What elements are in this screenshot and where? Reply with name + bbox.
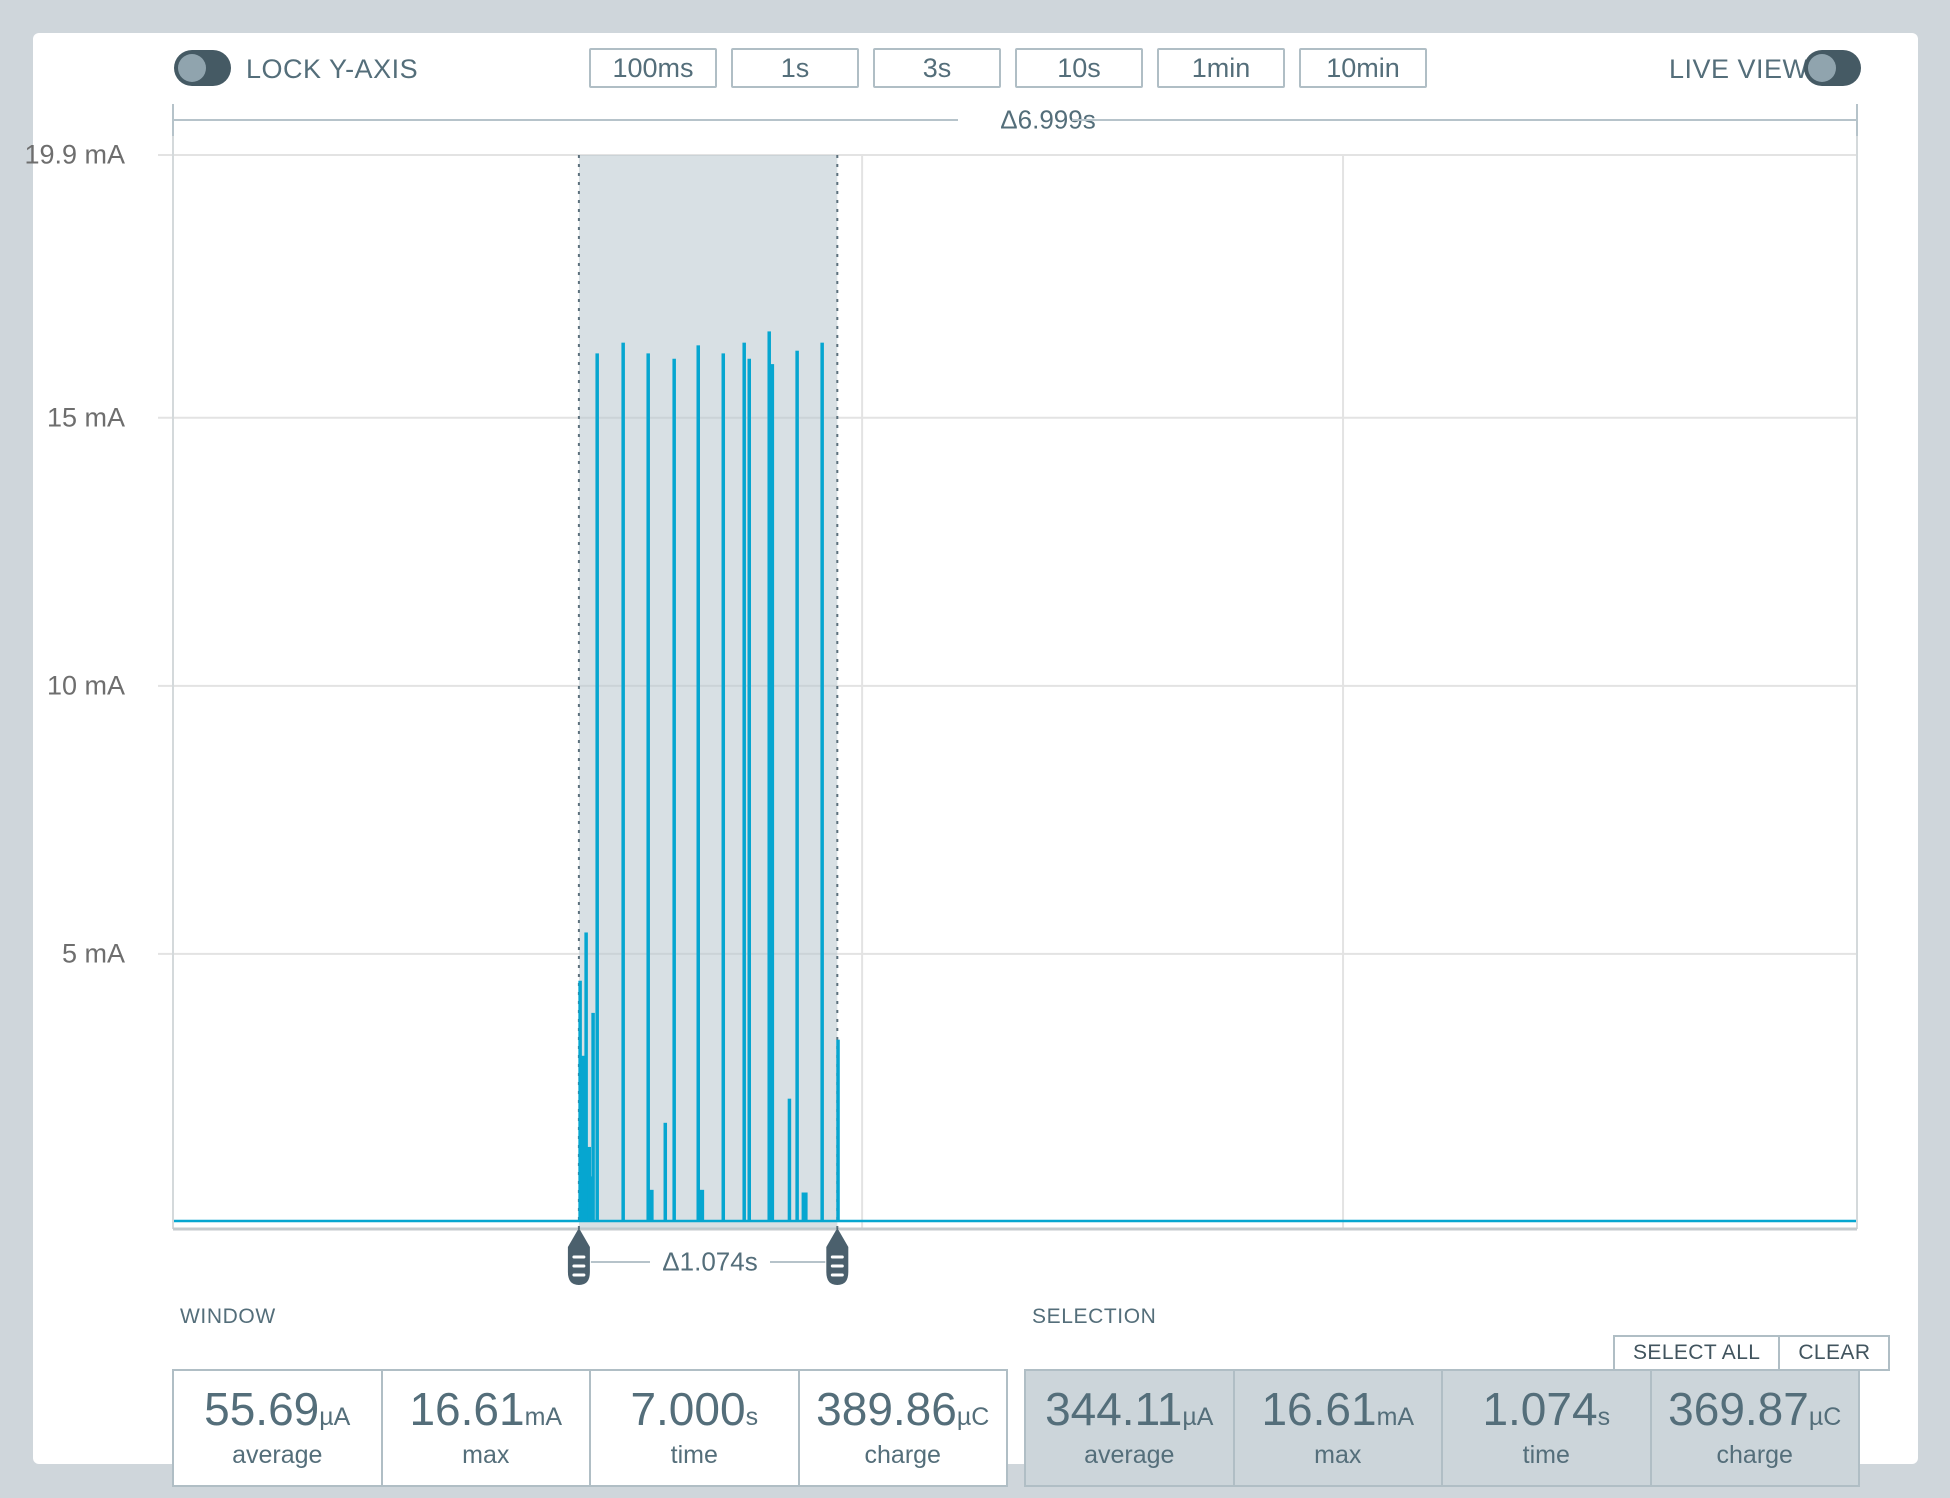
selection-charge-cell: 369.87µC charge [1651,1371,1858,1485]
window-charge-cell: 389.86µC charge [799,1371,1006,1485]
window-delta-label: Δ6.999s [986,104,1110,136]
lock-y-axis-label: LOCK Y-AXIS [246,54,419,84]
app-panel: LOCK Y-AXIS 100ms 1s 3s 10s 1min 10min L… [24,33,1918,1487]
zoom-3s-button[interactable]: 3s [873,48,1001,88]
live-view-label: LIVE VIEW [1669,54,1809,84]
window-charge-value: 389.86 [816,1383,957,1435]
selection-time-cell: 1.074s time [1443,1371,1652,1485]
y-tick-19-9ma: 19.9 mA [24,139,125,170]
selection-delta-label: Δ1.074s [662,1246,758,1277]
toggle-knob-icon [1808,54,1836,82]
window-average-cell: 55.69µA average [174,1371,383,1485]
window-stats-title: WINDOW [180,1305,276,1328]
toggle-knob-icon [178,54,206,82]
window-max-cell: 16.61mA max [382,1371,591,1485]
window-time-cell: 7.000s time [591,1371,800,1485]
selection-max-cell: 16.61mA max [1234,1371,1443,1485]
lock-y-axis-toggle[interactable] [174,50,231,86]
live-view-toggle[interactable] [1804,50,1861,86]
window-time-value: 7.000 [630,1383,746,1435]
selection-stats-title: SELECTION [1032,1305,1157,1328]
y-tick-10ma: 10 mA [46,670,125,701]
clear-button[interactable]: CLEAR [1780,1335,1891,1371]
y-tick-15ma: 15 mA [46,402,125,433]
window-max-value: 16.61 [409,1383,525,1435]
zoom-1s-button[interactable]: 1s [731,48,859,88]
selection-stats-box: 344.11µA average 16.61mA max 1.074s time… [1024,1369,1860,1487]
zoom-10min-button[interactable]: 10min [1299,48,1427,88]
window-stats-box: 55.69µA average 16.61mA max 7.000s time … [172,1369,1008,1487]
zoom-1min-button[interactable]: 1min [1157,48,1285,88]
selection-average-cell: 344.11µA average [1026,1371,1235,1485]
selection-max-value: 16.61 [1261,1383,1377,1435]
selection-average-value: 344.11 [1045,1383,1183,1435]
window-average-value: 55.69 [204,1383,320,1435]
zoom-10s-button[interactable]: 10s [1015,48,1143,88]
zoom-100ms-button[interactable]: 100ms [589,48,717,88]
selection-actions: SELECT ALL CLEAR [1613,1335,1891,1371]
zoom-preset-row: 100ms 1s 3s 10s 1min 10min [589,48,1427,88]
selection-charge-value: 369.87 [1668,1383,1809,1435]
y-tick-5ma: 5 mA [61,938,125,969]
select-all-button[interactable]: SELECT ALL [1613,1335,1781,1371]
selection-time-value: 1.074 [1482,1383,1598,1435]
